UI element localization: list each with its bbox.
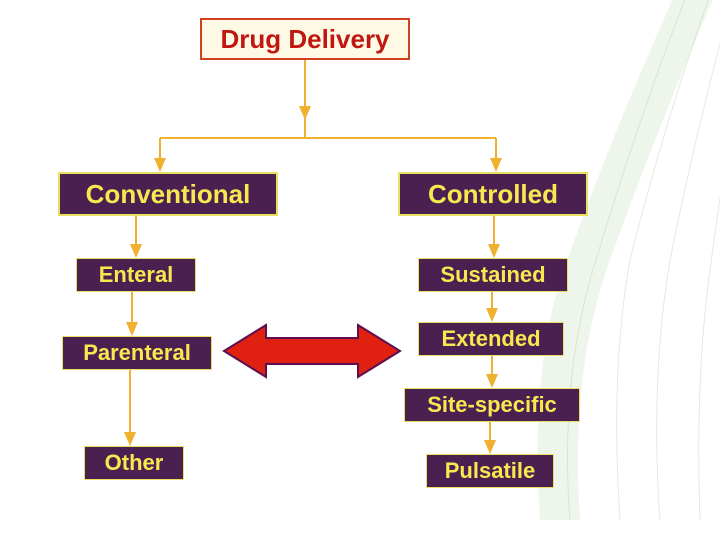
enteral-label: Enteral: [99, 262, 174, 288]
extended-box: Extended: [418, 322, 564, 356]
title-box: Drug Delivery: [200, 18, 410, 60]
enteral-box: Enteral: [76, 258, 196, 292]
controlled-box: Controlled: [398, 172, 588, 216]
parenteral-box: Parenteral: [62, 336, 212, 370]
pulsatile-label: Pulsatile: [445, 458, 535, 484]
bidirectional-arrow: [222, 322, 402, 380]
other-label: Other: [105, 450, 164, 476]
site-specific-box: Site-specific: [404, 388, 580, 422]
title-text: Drug Delivery: [220, 24, 389, 55]
controlled-label: Controlled: [428, 179, 558, 210]
conventional-box: Conventional: [58, 172, 278, 216]
sustained-box: Sustained: [418, 258, 568, 292]
extended-label: Extended: [441, 326, 540, 352]
parenteral-label: Parenteral: [83, 340, 191, 366]
sustained-label: Sustained: [440, 262, 545, 288]
pulsatile-box: Pulsatile: [426, 454, 554, 488]
other-box: Other: [84, 446, 184, 480]
conventional-label: Conventional: [86, 179, 251, 210]
site-specific-label: Site-specific: [427, 392, 557, 418]
